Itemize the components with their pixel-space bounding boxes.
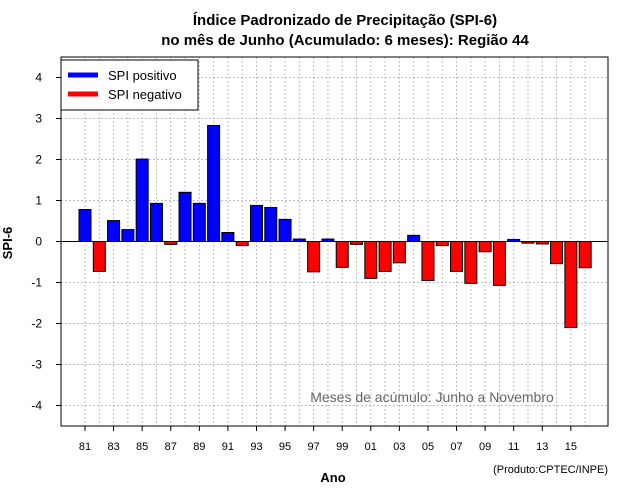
bar-99: [335, 241, 349, 268]
y-tick-label: 3: [35, 112, 42, 126]
bar-92: [235, 241, 249, 247]
bar-85: [135, 158, 149, 242]
y-tick-label: 0: [35, 235, 42, 249]
bar-09: [478, 241, 492, 253]
bar-98: [321, 238, 335, 242]
legend-box: [60, 59, 199, 111]
x-tick-label: 89: [193, 441, 205, 453]
legend-label-negative: SPI negativo: [108, 87, 182, 102]
x-tick-label: 83: [107, 441, 119, 453]
legend-label-positive: SPI positivo: [108, 68, 177, 83]
y-tick-label: -1: [31, 276, 42, 290]
bar-00: [350, 241, 364, 245]
chart-title-line2: no mês de Junho (Acumulado: 6 meses): Re…: [161, 32, 529, 49]
bar-13: [535, 241, 549, 245]
bar-91: [221, 231, 235, 242]
x-tick-label: 09: [479, 441, 491, 453]
bar-89: [192, 202, 206, 242]
y-tick-label: 4: [35, 71, 42, 85]
x-tick-label: 15: [565, 441, 577, 453]
bar-95: [278, 218, 292, 242]
bar-03: [392, 241, 406, 264]
bar-93: [249, 204, 263, 242]
bar-94: [264, 206, 278, 242]
bar-83: [107, 220, 121, 242]
y-tick-label: -3: [31, 358, 42, 372]
accumulation-note: Meses de acúmulo: Junho a Novembro: [310, 389, 554, 405]
product-credit: (Produto:CPTEC/INPE): [493, 464, 608, 476]
chart-title-line1: Índice Padronizado de Precipitação (SPI-…: [193, 12, 497, 29]
x-axis-ticks: 81 83 85 87 89 91 93 95 97 99 01 03 05 07 09 11 13 15: [79, 426, 577, 453]
bar-81: [78, 209, 92, 243]
x-tick-label: 95: [279, 441, 291, 453]
x-tick-label: 87: [165, 441, 177, 453]
bar-05: [421, 241, 435, 281]
bar-88: [178, 191, 192, 243]
x-tick-label: 01: [365, 441, 377, 453]
bar-06: [435, 241, 449, 247]
x-tick-label: 07: [450, 441, 462, 453]
bar-14: [550, 241, 564, 265]
bar-97: [307, 241, 321, 273]
y-tick-label: 2: [35, 153, 42, 167]
bar-04: [407, 234, 421, 243]
bar-15: [564, 241, 578, 329]
bar-87: [164, 241, 178, 245]
bar-90: [207, 124, 221, 242]
x-tick-label: 97: [308, 441, 320, 453]
x-tick-label: 91: [222, 441, 234, 453]
bar-10: [492, 241, 506, 286]
x-tick-label: 99: [336, 441, 348, 453]
bar-86: [149, 202, 163, 242]
bar-11: [507, 238, 521, 242]
x-tick-label: 05: [422, 441, 434, 453]
bar-96: [292, 238, 306, 242]
bar-12: [521, 241, 535, 244]
x-tick-label: 85: [136, 441, 148, 453]
x-tick-label: 13: [536, 441, 548, 453]
bars: [78, 124, 592, 329]
bar-07: [450, 241, 464, 272]
bar-16: [578, 241, 592, 269]
legend: SPI positivo SPI negativo: [60, 59, 199, 111]
bar-84: [121, 229, 135, 243]
y-tick-label: -4: [31, 399, 42, 413]
x-tick-label: 11: [508, 441, 519, 453]
y-tick-label: -2: [31, 317, 42, 331]
bar-82: [92, 241, 106, 272]
x-tick-label: 81: [79, 441, 91, 453]
x-axis-label: Ano: [320, 470, 345, 485]
x-tick-label: 93: [250, 441, 262, 453]
y-tick-label: 1: [35, 194, 42, 208]
bar-01: [364, 241, 378, 279]
bar-02: [378, 241, 392, 272]
bar-08: [464, 241, 478, 284]
y-axis-label: SPI-6: [0, 227, 15, 260]
x-tick-label: 03: [393, 441, 405, 453]
y-axis-ticks: -4 -3 -2 -1 0 1 2 3 4: [31, 71, 61, 413]
